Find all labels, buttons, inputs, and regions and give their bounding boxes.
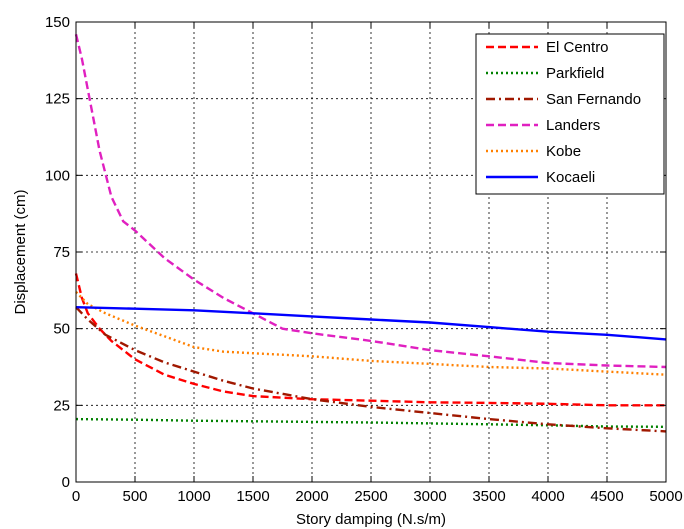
axis-ticks <box>75 21 667 483</box>
x-tick-label: 2000 <box>295 488 328 505</box>
x-tick-label: 500 <box>122 488 147 505</box>
y-tick-labels: 0 25 50 75 100 125 150 <box>45 14 70 491</box>
y-axis-label: Displacement (cm) <box>12 189 29 314</box>
legend-box <box>475 33 665 195</box>
x-tick-label: 1500 <box>236 488 269 505</box>
x-tick-label: 2500 <box>354 488 387 505</box>
x-tick-labels: 0 500 1000 1500 2000 2500 3000 3500 4000 4500 5000 <box>72 488 683 505</box>
y-tick-label: 0 <box>62 474 70 491</box>
series-line-kocaeli <box>75 306 667 341</box>
legend-label: Landers <box>546 117 600 134</box>
x-tick-label: 3000 <box>413 488 446 505</box>
legend-label: Kobe <box>546 143 581 160</box>
x-tick-label: 5000 <box>649 488 682 505</box>
legend-label: Kocaeli <box>546 169 595 186</box>
x-tick-label: 0 <box>72 488 80 505</box>
y-tick-label: 50 <box>53 321 70 338</box>
x-tick-label: 4000 <box>531 488 564 505</box>
series-line-landers <box>74 34 667 369</box>
x-axis-label: Story damping (N.s/m) <box>296 511 446 528</box>
legend: El Centro Parkfield San Fernando Landers Kob… <box>475 33 665 195</box>
legend-label: San Fernando <box>546 91 641 108</box>
series-line-parkfield <box>75 417 667 428</box>
legend-label: Parkfield <box>546 65 604 82</box>
series-line-el-centro <box>74 273 666 407</box>
series-line-kobe <box>75 291 667 376</box>
y-tick-label: 25 <box>53 397 70 414</box>
y-tick-label: 100 <box>45 167 70 184</box>
x-tick-label: 4500 <box>590 488 623 505</box>
legend-label: El Centro <box>546 39 609 56</box>
x-tick-label: 1000 <box>177 488 210 505</box>
y-tick-label: 150 <box>45 14 70 31</box>
y-tick-label: 125 <box>45 91 70 108</box>
series-line-san-fernando <box>75 306 667 433</box>
x-tick-label: 3500 <box>472 488 505 505</box>
series-lines <box>74 34 667 433</box>
y-tick-label: 75 <box>53 244 70 261</box>
